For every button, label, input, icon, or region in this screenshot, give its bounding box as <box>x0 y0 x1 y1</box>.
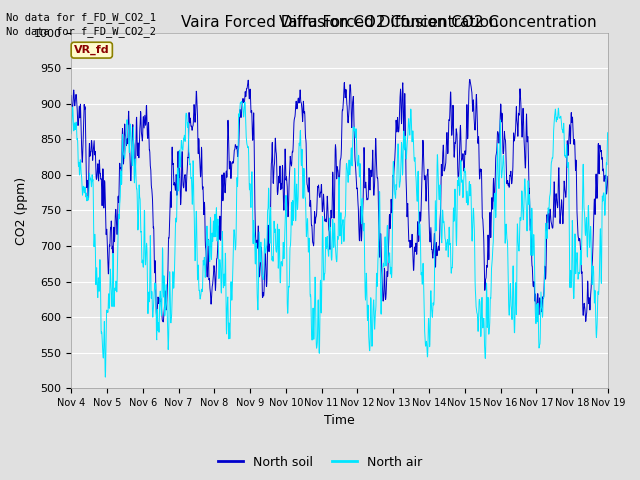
North soil <box>466 77 474 83</box>
North air <box>496 154 504 159</box>
Text: Vaira Forced Diffusion CO2 Concentration: Vaira Forced Diffusion CO2 Concentration <box>280 15 597 30</box>
Title: Vaira Forced Diffusion CO2 Concentration: Vaira Forced Diffusion CO2 Concentration <box>180 15 499 30</box>
Text: No data for f_FD_W_CO2_2: No data for f_FD_W_CO2_2 <box>6 26 156 37</box>
North air <box>102 374 109 380</box>
North soil <box>572 163 580 168</box>
North air <box>557 113 564 119</box>
Y-axis label: CO2 (ppm): CO2 (ppm) <box>15 176 28 244</box>
North air <box>572 271 580 276</box>
North air <box>67 131 75 137</box>
North soil <box>355 232 363 238</box>
North soil <box>218 221 225 227</box>
North soil <box>67 93 75 98</box>
North air <box>218 288 225 294</box>
North soil <box>496 125 504 131</box>
North soil <box>367 169 374 175</box>
Text: No data for f_FD_W_CO2_1: No data for f_FD_W_CO2_1 <box>6 12 156 23</box>
North air <box>367 297 375 302</box>
North air <box>604 130 612 135</box>
North soil <box>557 209 564 215</box>
Legend: North soil, North air: North soil, North air <box>213 451 427 474</box>
North soil <box>159 319 167 325</box>
X-axis label: Time: Time <box>324 414 355 427</box>
North air <box>355 174 363 180</box>
North soil <box>604 173 612 179</box>
Text: VR_fd: VR_fd <box>74 45 109 55</box>
Line: North soil: North soil <box>71 80 608 322</box>
Line: North air: North air <box>71 101 608 377</box>
North air <box>237 98 245 104</box>
